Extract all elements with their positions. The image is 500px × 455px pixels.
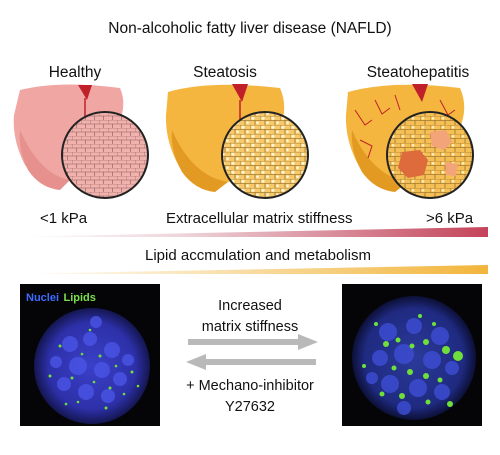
- micro-legend: Nuclei Lipids: [26, 288, 96, 306]
- lipids-legend-label: Lipids: [63, 292, 96, 304]
- liver-illustrations: [13, 84, 474, 199]
- forward-arrow-label: Increased matrix stiffness: [185, 296, 315, 338]
- stage-label-steatohepatitis: Steatohepatitis: [366, 64, 470, 81]
- steatohepatitis-liver-icon: [345, 84, 474, 199]
- forward-arrow-label-line1: Increased: [218, 298, 282, 314]
- stiffness-gradient-bar: [10, 227, 488, 237]
- spheroid-soft-image: [34, 308, 150, 424]
- lipid-gradient-bar: [10, 265, 488, 274]
- stage-label-healthy: Healthy: [48, 64, 102, 81]
- healthy-liver-icon: [13, 84, 149, 199]
- stiffness-low-label: <1 kPa: [40, 210, 88, 227]
- microscopy-image-soft: Nuclei Lipids: [20, 284, 160, 426]
- stage-label-steatosis: Steatosis: [193, 64, 257, 81]
- stiffness-high-label: >6 kPa: [426, 210, 474, 227]
- diagram-title: Non-alcoholic fatty liver disease (NAFLD…: [108, 20, 392, 37]
- inflamed-region: [398, 130, 458, 178]
- lipid-bar-label: Lipid accmulation and metabolism: [145, 247, 371, 264]
- reverse-arrow-label: + Mechano-inhibitor Y27632: [175, 376, 325, 418]
- reverse-arrow-label-line1: + Mechano-inhibitor: [186, 378, 314, 394]
- steatosis-liver-icon: [165, 84, 309, 199]
- nuclei-legend-label: Nuclei: [26, 292, 60, 304]
- microscopy-image-stiff: [342, 284, 482, 426]
- forward-arrow-icon: [188, 334, 318, 350]
- reversible-arrows: [186, 334, 318, 370]
- spheroid-stiff-image: [352, 296, 476, 420]
- forward-arrow-label-line2: matrix stiffness: [201, 319, 299, 335]
- reverse-arrow-icon: [186, 354, 316, 370]
- reverse-arrow-label-line2: Y27632: [225, 399, 275, 415]
- stiffness-bar-label: Extracellular matrix stiffness: [166, 210, 353, 227]
